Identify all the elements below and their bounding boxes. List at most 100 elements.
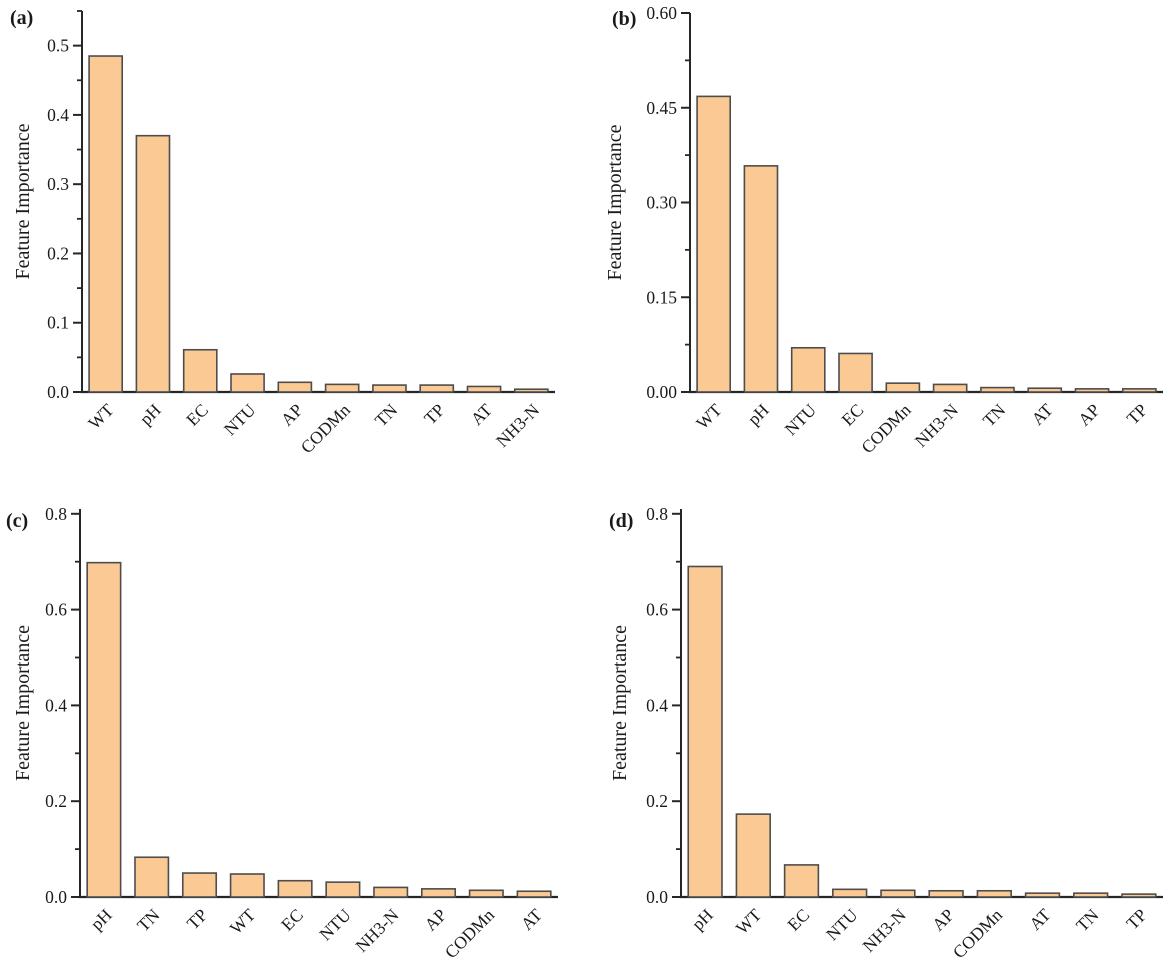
x-tick-label: TP <box>1122 905 1151 934</box>
y-tick-label: 0.4 <box>646 695 668 715</box>
bar-WT <box>735 813 771 898</box>
bar-TP <box>1121 893 1157 898</box>
bar-TP <box>419 384 455 393</box>
y-tick-label: 0.2 <box>646 791 668 811</box>
bar-EC <box>182 348 218 393</box>
bar-EC <box>838 352 873 393</box>
bar-NH3-N <box>932 383 968 393</box>
x-tick-label: EC <box>783 905 813 935</box>
bar-NTU <box>230 373 265 393</box>
x-tick-label: WT <box>692 399 726 433</box>
panel-a: (a) 0.0 0.1 0.2 0.3 0.4 0.5 WT pH EC NTU AP CODMn TN… <box>0 0 585 482</box>
bar-WT <box>229 873 265 898</box>
x-tick-label: pH <box>136 399 166 429</box>
y-tick-label: 0.0 <box>646 887 668 907</box>
bar-NH3-N <box>880 889 916 898</box>
y-tick-label: 0.15 <box>646 287 677 307</box>
y-tick-label: 0.6 <box>646 600 668 620</box>
x-tick-label: AT <box>1027 399 1056 428</box>
panel-d-letter: (d) <box>609 510 634 532</box>
bar-pH <box>743 165 779 393</box>
bar-AT <box>1027 387 1063 393</box>
bar-TP <box>1121 388 1157 393</box>
bar-TP <box>181 872 218 898</box>
bar-AT <box>516 890 552 898</box>
x-tick-label: NTU <box>822 904 862 944</box>
bar-NTU <box>325 881 361 898</box>
bar-EC <box>783 864 820 898</box>
bar-pH <box>687 565 723 898</box>
bar-WT <box>88 55 124 393</box>
y-axis-title: Feature Importance <box>604 124 626 280</box>
panel-d: (d) 0.0 0.2 0.4 0.6 0.8 pH WT EC NTU NH3-N AP CODMn… <box>585 482 1170 964</box>
x-tick-label: pH <box>86 904 116 934</box>
x-tick-label: NTU <box>220 399 260 439</box>
x-tick-label: TP <box>1123 400 1152 429</box>
y-tick-label: 0.0 <box>47 382 69 402</box>
y-axis-title: Feature Importance <box>12 123 34 279</box>
y-tick-label: 0.1 <box>47 313 69 333</box>
y-tick-label: 0.0 <box>45 887 67 907</box>
y-tick-label: 0.2 <box>45 791 67 811</box>
bar-CODMn <box>976 889 1012 898</box>
y-tick-label: 0.8 <box>646 504 668 524</box>
x-tick-label: NH3-N <box>492 399 544 451</box>
bar-CODMn <box>885 382 921 393</box>
x-tick-label: TP <box>183 905 212 934</box>
bar-NTU <box>832 888 868 898</box>
x-tick-label: TN <box>1072 904 1103 935</box>
y-tick-label: 0.2 <box>47 243 69 263</box>
bar-TN <box>372 384 407 393</box>
y-axis-title: Feature Importance <box>609 625 631 781</box>
bar-AT <box>466 385 502 393</box>
x-tick-label: CODMn <box>857 400 915 458</box>
x-tick-label: WT <box>732 904 766 938</box>
y-tick-label: 0.3 <box>47 174 69 194</box>
bar-pH <box>135 134 171 393</box>
x-tick-label: TN <box>371 399 402 430</box>
bar-NH3-N <box>373 886 409 898</box>
x-tick-label: CODMn <box>297 400 355 458</box>
bar-TN <box>1073 892 1109 898</box>
panel-c: (c) 0.0 0.2 0.4 0.6 0.8 pH TN TP WT EC NTU NH3-N AP C… <box>0 482 585 964</box>
x-tick-label: EC <box>837 400 867 430</box>
x-tick-label: AT <box>1025 904 1054 933</box>
x-tick-label: CODMn <box>949 905 1007 963</box>
y-tick-label: 0.00 <box>646 382 677 402</box>
x-tick-label: NH3-N <box>858 904 910 956</box>
x-tick-label: NTU <box>315 904 355 944</box>
x-tick-label: TN <box>133 904 164 935</box>
x-tick-label: pH <box>744 399 774 429</box>
y-tick-label: 0.60 <box>646 3 677 23</box>
bar-NH3-N <box>513 388 549 393</box>
panel-b: (b) 0.00 0.15 0.30 0.45 0.60 WT pH NTU EC CODMn NH… <box>585 0 1170 482</box>
x-tick-label: NH3-N <box>911 399 963 451</box>
x-tick-label: AT <box>517 904 546 933</box>
bar-EC <box>277 879 313 898</box>
x-tick-label: AP <box>277 400 307 430</box>
x-tick-label: NH3-N <box>351 904 403 956</box>
bar-CODMn <box>324 383 360 393</box>
bar-AP <box>1074 388 1110 393</box>
panel-b-letter: (b) <box>612 8 637 30</box>
bar-WT <box>696 95 732 393</box>
panel-a-letter: (a) <box>10 7 34 29</box>
bar-AP <box>928 889 964 898</box>
bar-TN <box>980 386 1015 393</box>
bar-NTU <box>790 346 826 393</box>
y-tick-label: 0.6 <box>45 600 67 620</box>
x-tick-label: WT <box>226 904 260 938</box>
x-tick-label: WT <box>84 399 118 433</box>
x-tick-label: pH <box>688 904 718 934</box>
x-tick-label: NTU <box>781 399 821 439</box>
x-tick-label: TP <box>420 400 449 429</box>
x-tick-label: AP <box>1074 400 1104 430</box>
bar-AP <box>277 381 313 393</box>
y-tick-label: 0.4 <box>47 105 69 125</box>
bar-AP <box>420 888 457 898</box>
